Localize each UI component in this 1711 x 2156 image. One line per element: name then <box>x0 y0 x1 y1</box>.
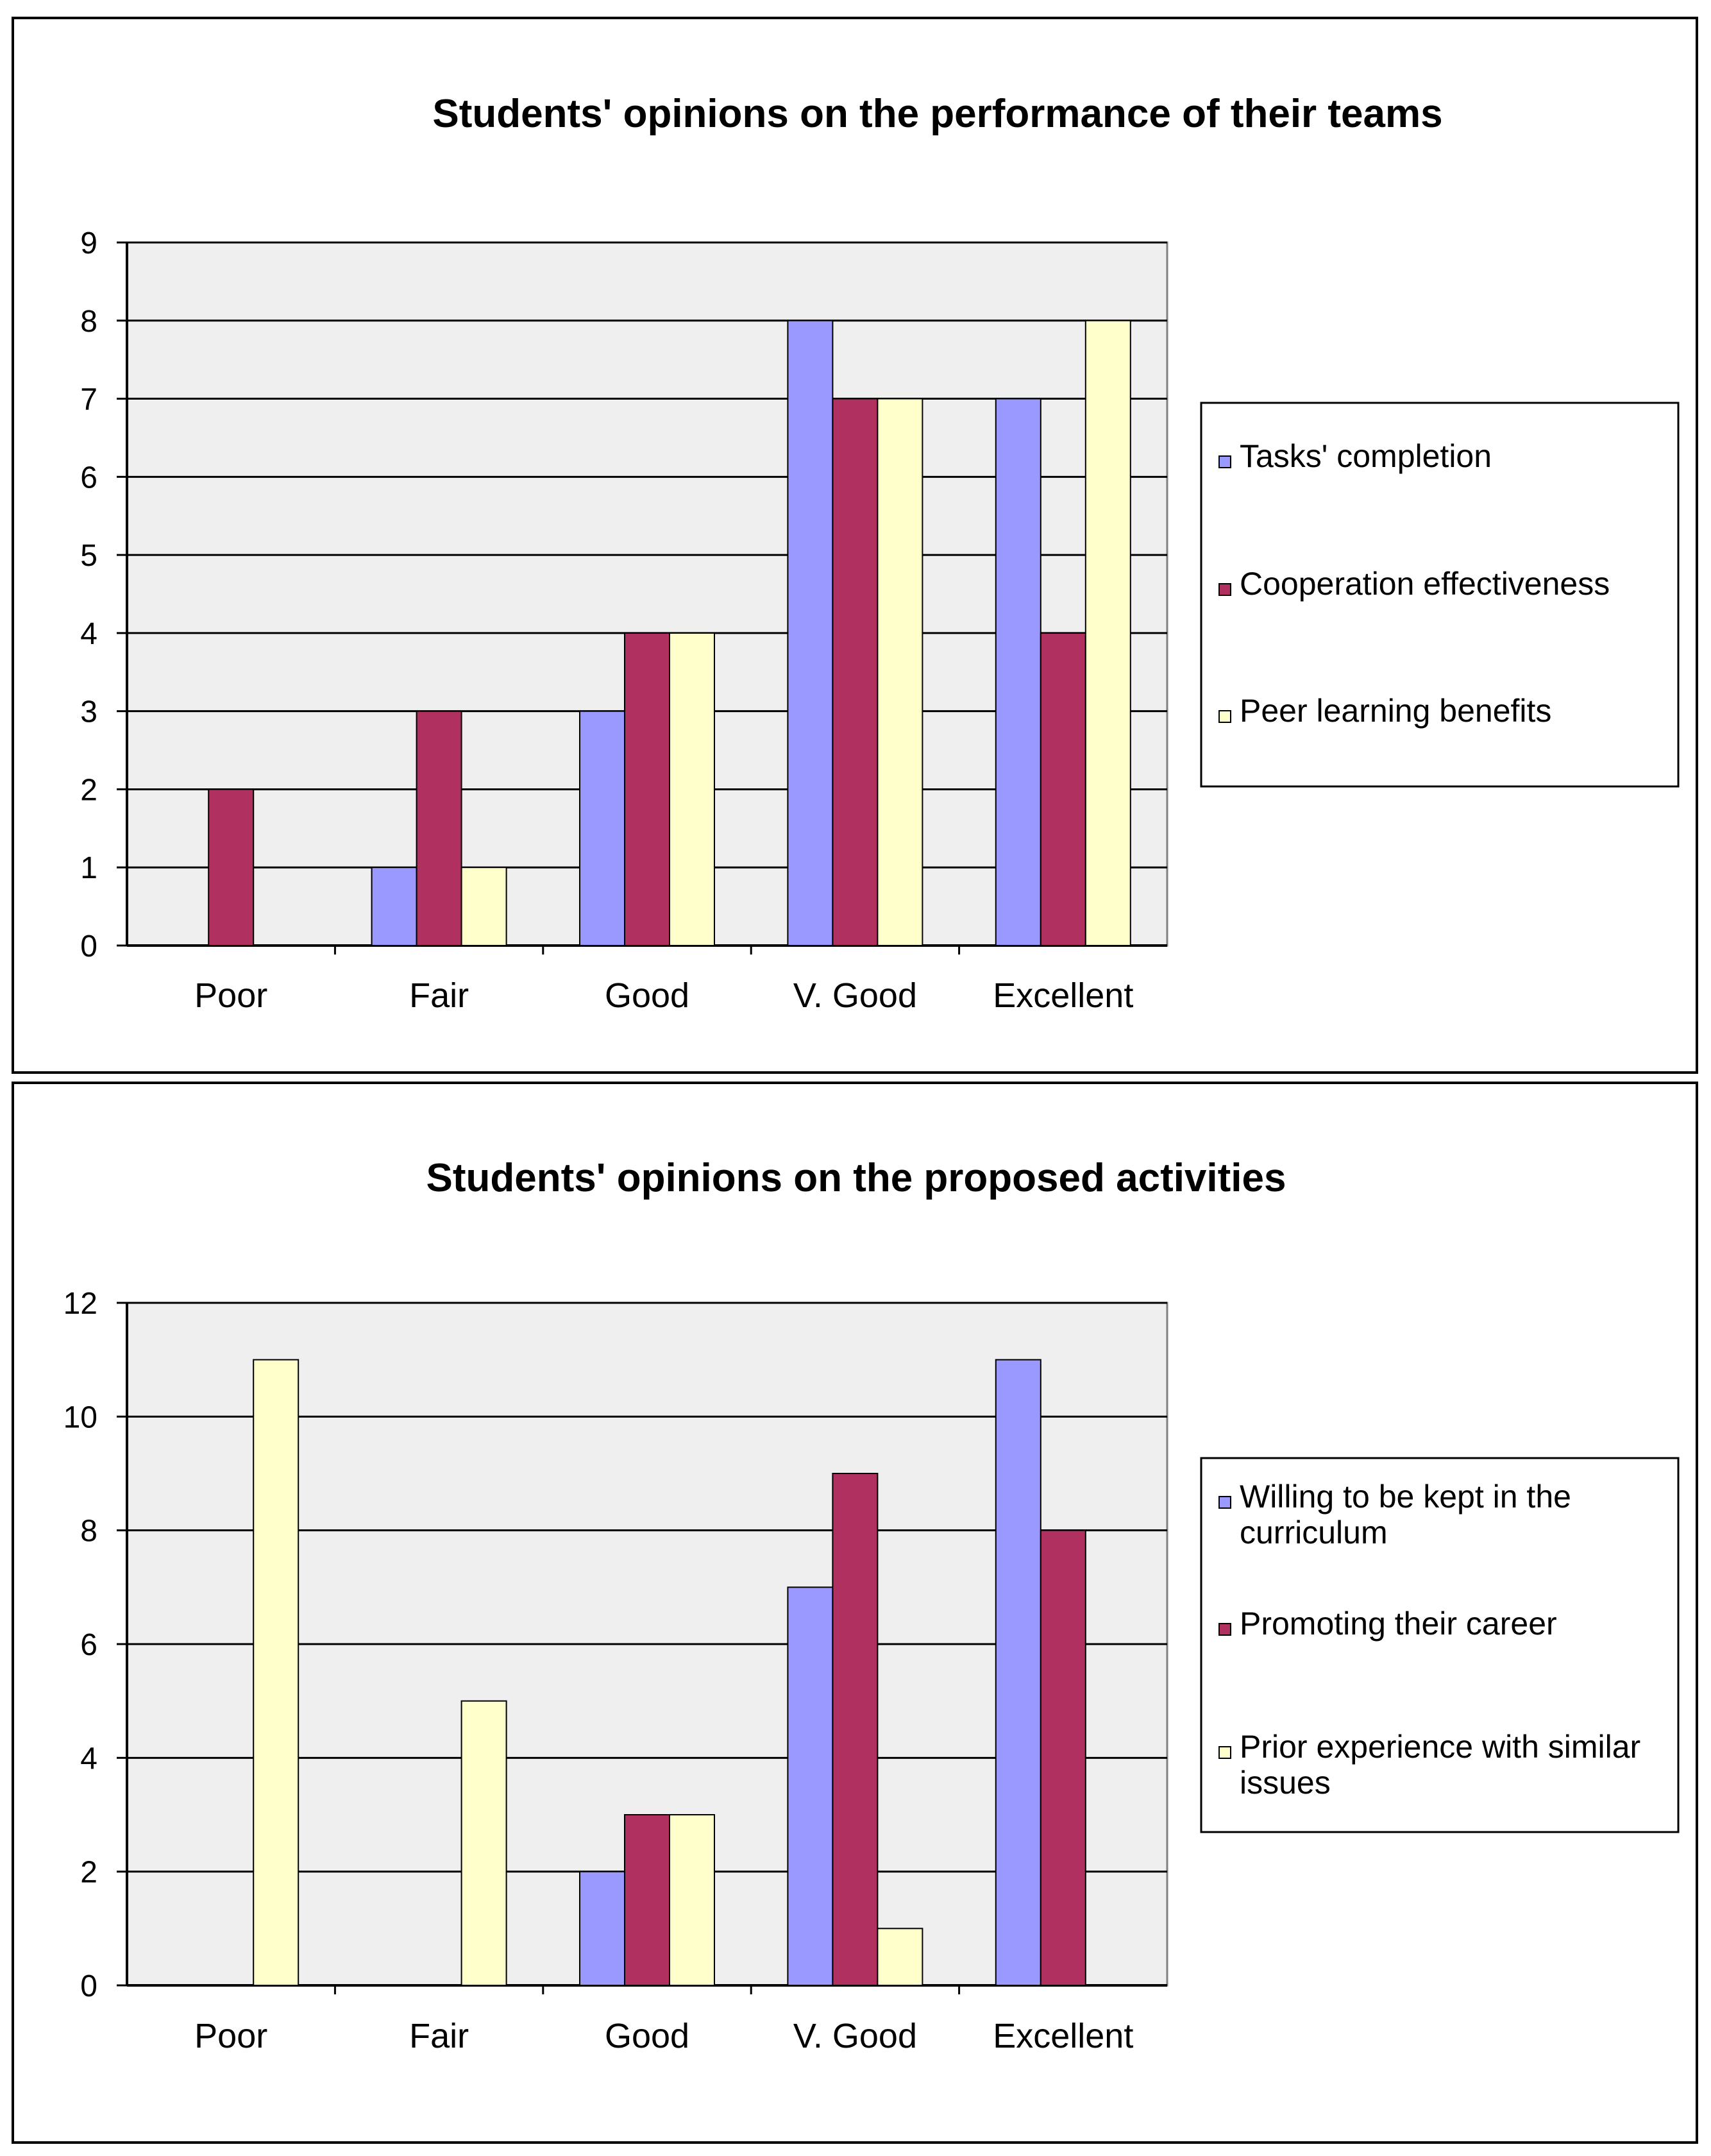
bar-series-3 <box>669 1814 715 1986</box>
legend-label-1: Willing to be kept in the <box>1240 1479 1571 1515</box>
y-tick-label: 4 <box>80 617 97 651</box>
bar-series-3 <box>669 632 715 947</box>
x-category-label: Excellent <box>993 976 1133 1015</box>
bar-series-3 <box>460 1700 507 1987</box>
chart-1: Students' opinions on the performance of… <box>12 17 1698 1074</box>
legend-label-3: issues <box>1240 1765 1331 1801</box>
x-category-label: Excellent <box>993 2017 1133 2055</box>
y-tick-label: 4 <box>80 1742 97 1776</box>
x-category-label: Poor <box>194 976 267 1015</box>
legend-box <box>1200 402 1680 788</box>
y-tick-label: 5 <box>80 539 97 573</box>
legend-label-3: Prior experience with similar <box>1240 1729 1640 1765</box>
bar-series-2 <box>208 788 255 947</box>
legend-box <box>1200 1457 1680 1833</box>
bar-series-2 <box>416 710 462 946</box>
bar-series-2 <box>1040 1529 1086 1987</box>
y-tick-label: 2 <box>80 773 97 807</box>
bar-series-3 <box>460 867 507 946</box>
y-tick-label: 2 <box>80 1856 97 1890</box>
legend-swatch-3 <box>1218 710 1231 723</box>
y-tick-label: 3 <box>80 695 97 729</box>
bar-series-1 <box>995 398 1041 946</box>
legend-label-2: Cooperation effectiveness <box>1240 566 1610 602</box>
bar-series-1 <box>995 1359 1041 1987</box>
y-tick-label: 9 <box>80 226 97 260</box>
bar-series-1 <box>787 1586 834 1986</box>
bar-series-2 <box>624 1814 670 1986</box>
y-tick-label: 7 <box>80 383 97 417</box>
chart-1-legend: Tasks' completion Cooperation effectivene… <box>1200 402 1680 788</box>
y-tick-label: 6 <box>80 461 97 495</box>
bar-series-1 <box>371 867 417 946</box>
chart-2-plot: 0 2 4 6 8 10 12 Poor Fair Good V. Good Excellent <box>63 1287 1168 2055</box>
bar-series-2 <box>624 632 670 947</box>
legend-swatch-2 <box>1218 583 1231 596</box>
chart-2-title: Students' opinions on the proposed activ… <box>426 1156 1286 1200</box>
y-tick-label: 8 <box>80 1515 97 1549</box>
legend-label-1: Tasks' completion <box>1240 438 1492 474</box>
x-category-label: Fair <box>409 2017 469 2055</box>
bar-series-1 <box>579 1871 625 1987</box>
y-tick-label: 6 <box>80 1628 97 1662</box>
bar-series-2 <box>832 398 879 946</box>
bar-series-3 <box>877 398 923 946</box>
chart-1-title: Students' opinions on the performance of… <box>432 92 1442 136</box>
legend-label-3: Peer learning benefits <box>1240 693 1551 729</box>
x-category-label: V. Good <box>793 976 917 1015</box>
bar-series-3 <box>877 1928 923 1986</box>
bar-series-1 <box>787 319 834 946</box>
x-category-label: V. Good <box>793 2017 917 2055</box>
y-tick-label: 1 <box>80 851 97 885</box>
legend-swatch-1 <box>1218 455 1231 468</box>
x-category-label: Fair <box>409 976 469 1015</box>
bar-series-2 <box>1040 632 1086 947</box>
chart-2: Students' opinions on the proposed activ… <box>12 1082 1698 2144</box>
legend-swatch-2 <box>1218 1623 1231 1636</box>
bar-series-3 <box>253 1359 299 1987</box>
x-category-label: Poor <box>194 2017 267 2055</box>
legend-label-2: Promoting their career <box>1240 1606 1557 1642</box>
y-tick-label: 12 <box>63 1287 97 1321</box>
bar-series-1 <box>579 710 625 946</box>
x-category-label: Good <box>605 2017 689 2055</box>
y-tick-label: 0 <box>80 929 97 963</box>
y-tick-label: 8 <box>80 305 97 339</box>
bar-series-2 <box>832 1473 879 1986</box>
legend-label-1: curriculum <box>1240 1515 1388 1550</box>
legend-swatch-3 <box>1218 1746 1231 1759</box>
x-category-label: Good <box>605 976 689 1015</box>
bar-series-3 <box>1084 319 1131 946</box>
y-tick-label: 10 <box>63 1400 97 1434</box>
chart-1-plot: 0 1 2 3 4 5 6 7 8 9 Poor Fair Good V. Good Excellent <box>80 226 1168 1015</box>
legend-swatch-1 <box>1218 1496 1231 1509</box>
y-tick-label: 0 <box>80 1969 97 2003</box>
